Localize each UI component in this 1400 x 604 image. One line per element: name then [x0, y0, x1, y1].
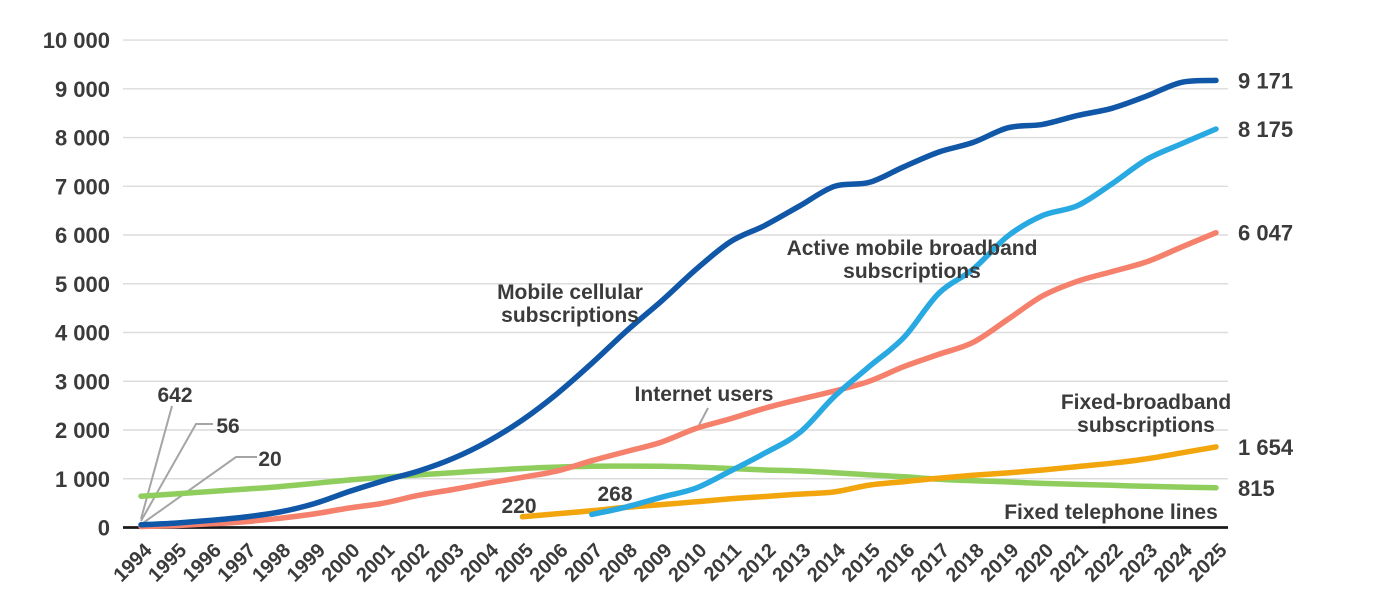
- annotation-leader-line: [140, 405, 173, 520]
- x-axis-label: 2001: [352, 539, 399, 586]
- series-label-internet-users: Internet users: [635, 383, 774, 406]
- y-axis-label: 0: [98, 516, 110, 541]
- annotation-label: 220: [501, 495, 536, 518]
- x-axis-label: 1999: [283, 539, 330, 586]
- series-label-line: subscriptions: [501, 304, 639, 327]
- y-axis-label: 10 000: [43, 28, 110, 53]
- y-axis-label: 1 000: [55, 467, 110, 492]
- x-axis-label: 2011: [700, 539, 746, 585]
- x-axis-label: 2002: [387, 539, 434, 586]
- x-axis-label: 2016: [872, 539, 919, 586]
- y-axis-label: 9 000: [55, 77, 110, 102]
- x-axis-label: 2004: [456, 539, 504, 587]
- x-axis-label: 2019: [976, 539, 1023, 586]
- x-axis-label: 2007: [560, 539, 607, 586]
- y-axis-label: 5 000: [55, 272, 110, 297]
- series-label-active-mobile-broadband-subscriptions: Active mobile broadband subscriptions: [787, 237, 1038, 283]
- x-axis-label: 2013: [768, 539, 815, 586]
- x-axis-label: 2009: [630, 539, 677, 586]
- x-axis-label: 2020: [1011, 539, 1058, 586]
- annotation-leader-line: [142, 456, 257, 524]
- end-value-label-fixed-telephone-lines: 815: [1238, 476, 1275, 501]
- annotation-leader-line: [140, 423, 213, 522]
- y-axis-label: 6 000: [55, 223, 110, 248]
- y-axis-label: 8 000: [55, 126, 110, 151]
- annotation-label: 642: [157, 384, 192, 407]
- x-axis-label: 2015: [838, 539, 885, 586]
- y-axis-label: 2 000: [55, 418, 110, 443]
- series-label-line: Fixed-broadband: [1061, 391, 1231, 414]
- y-axis-label: 7 000: [55, 174, 110, 199]
- series-line-mobile-cellular-subscriptions: [138, 77, 1219, 528]
- end-value-label-mobile-cellular-subscriptions: 9 171: [1238, 68, 1293, 93]
- y-axis-label: 3 000: [55, 369, 110, 394]
- x-axis-label: 2006: [526, 539, 573, 586]
- series-line-internet-users: [138, 229, 1219, 530]
- x-axis-label: 2017: [907, 539, 954, 586]
- end-value-label-active-mobile-broadband-subscriptions: 8 175: [1238, 117, 1293, 142]
- x-axis-label: 2008: [595, 539, 642, 586]
- series-label-line: Fixed telephone lines: [1004, 501, 1218, 524]
- x-axis-label: 1994: [110, 539, 158, 587]
- series-line-fixed-telephone-lines: [138, 463, 1219, 499]
- x-axis-label: 2018: [942, 539, 989, 586]
- annotation-label: 56: [216, 415, 239, 438]
- x-axis-label: 2022: [1080, 539, 1127, 586]
- annotation-label: 268: [597, 483, 632, 506]
- x-axis-label: 2014: [803, 539, 851, 587]
- series-line-active-mobile-broadband-subscriptions: [589, 126, 1219, 518]
- x-axis-label: 2021: [1046, 539, 1093, 586]
- x-axis-label: 1998: [248, 539, 295, 586]
- x-axis-label: 1995: [144, 539, 191, 586]
- annotation-label: 20: [258, 448, 281, 471]
- x-axis-label: 2005: [491, 539, 538, 586]
- series-label-mobile-cellular-subscriptions: Mobile cellular subscriptions: [497, 281, 643, 327]
- x-axis-label: 2024: [1150, 539, 1198, 587]
- series-label-line: subscriptions: [843, 260, 981, 283]
- x-axis-label: 2000: [318, 539, 365, 586]
- series-label-fixed-telephone-lines: Fixed telephone lines: [1004, 501, 1218, 524]
- series-label-line: Mobile cellular: [497, 281, 643, 304]
- series-label-fixed-broadband-subscriptions: Fixed-broadband subscriptions: [1061, 391, 1231, 437]
- x-axis-label: 2010: [664, 539, 711, 586]
- x-axis-label: 1997: [214, 539, 261, 586]
- series-label-line: Active mobile broadband: [787, 237, 1038, 260]
- x-axis-label: 2003: [422, 539, 469, 586]
- end-value-label-fixed-broadband-subscriptions: 1 654: [1238, 435, 1294, 460]
- x-axis-label: 2025: [1185, 539, 1232, 586]
- y-axis-label: 4 000: [55, 321, 110, 346]
- series-label-line: Internet users: [635, 383, 774, 406]
- end-value-label-internet-users: 6 047: [1238, 221, 1293, 246]
- x-axis-label: 2012: [734, 539, 781, 586]
- series-label-line: subscriptions: [1077, 414, 1215, 437]
- x-axis-label: 1996: [179, 539, 226, 586]
- x-axis-label: 2023: [1115, 539, 1162, 586]
